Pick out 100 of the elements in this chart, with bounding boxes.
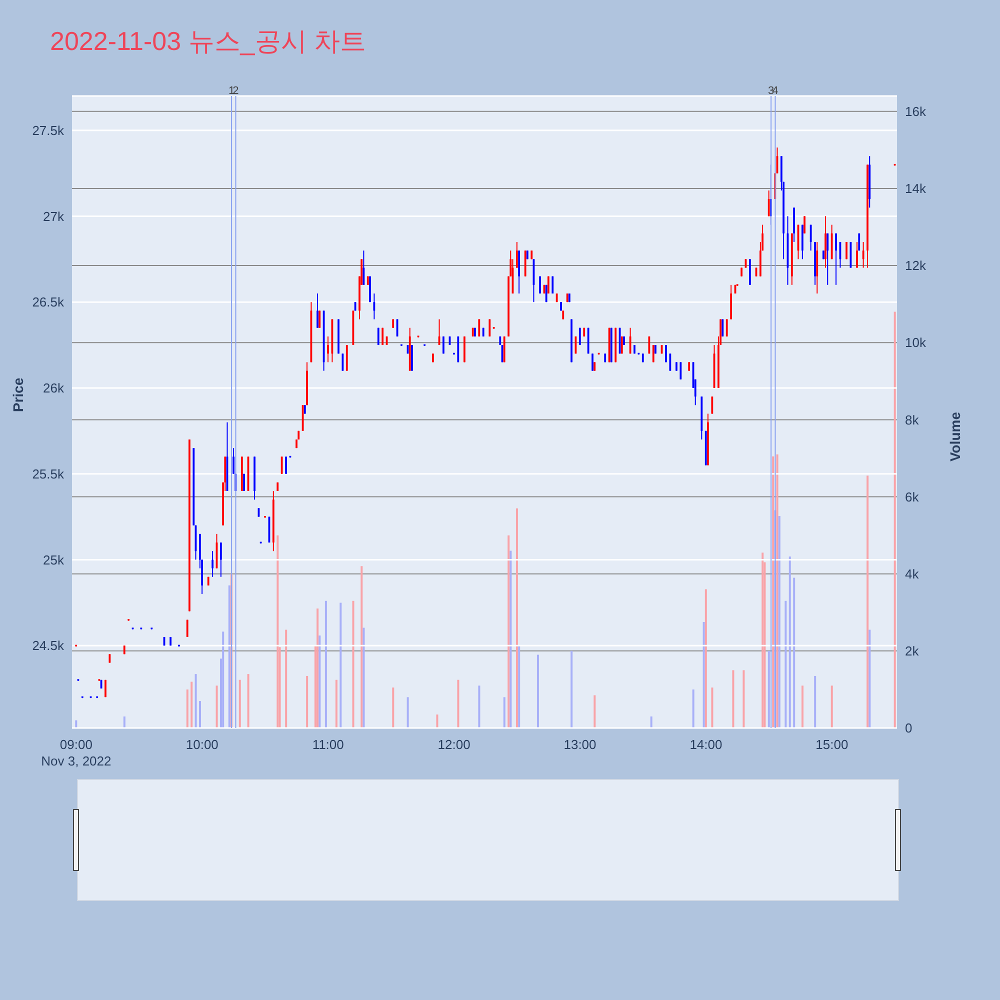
candlestick <box>722 318 724 337</box>
y-tick-label: 26.5k <box>32 294 64 310</box>
bar <box>742 670 745 728</box>
bar <box>276 535 279 728</box>
bar <box>536 654 539 728</box>
bar <box>340 602 342 728</box>
bar <box>801 686 804 728</box>
bar <box>335 680 338 728</box>
bar <box>503 697 506 728</box>
bar <box>285 630 288 728</box>
candlestick <box>804 216 806 234</box>
bar <box>457 680 460 728</box>
x-tick-label: 09:00 Nov 3, 2022 <box>41 737 112 768</box>
candlestick <box>220 542 222 578</box>
candlestick <box>669 353 672 372</box>
candlestick <box>280 456 283 474</box>
bar <box>516 508 518 728</box>
bar <box>772 456 774 728</box>
y2-tick-label: 12k <box>905 258 926 274</box>
candlestick <box>316 293 318 328</box>
candlestick <box>726 318 728 337</box>
ref-line-label: 4 <box>772 85 778 97</box>
candlestick <box>856 241 858 268</box>
x-tick-label: 11:00 <box>312 737 344 752</box>
y-tick-label: 24.5k <box>32 638 64 654</box>
bar <box>762 552 764 728</box>
bar <box>594 695 596 728</box>
bar <box>508 535 510 728</box>
bar <box>238 680 241 728</box>
candlestick <box>810 224 812 252</box>
bar <box>650 716 652 728</box>
candlestick <box>186 619 188 638</box>
candlestick <box>488 318 491 337</box>
candlestick <box>826 232 829 286</box>
x-tick-label: 12:00 <box>438 737 470 752</box>
y2-tick-label: 6k <box>905 489 920 504</box>
bar <box>247 674 250 728</box>
bar <box>228 585 230 728</box>
y2-tick-label: 2k <box>905 644 920 659</box>
bar <box>518 645 520 728</box>
candlestick <box>680 362 682 380</box>
bar <box>894 312 896 728</box>
bar <box>776 454 778 728</box>
candlestick <box>652 344 654 363</box>
candlestick <box>862 241 864 268</box>
bar <box>306 676 308 728</box>
bar <box>784 600 787 728</box>
candlestick <box>478 318 480 337</box>
bar <box>768 650 770 728</box>
bar <box>692 689 694 728</box>
bar <box>190 682 193 728</box>
bar <box>732 670 734 728</box>
y2-tick-label: 14k <box>905 181 926 196</box>
bar <box>868 630 871 728</box>
x-tick-label: 10:00 <box>186 737 218 752</box>
candlestick <box>665 344 667 363</box>
bar <box>123 716 126 728</box>
candlestick <box>835 232 837 286</box>
bar <box>406 697 409 728</box>
y2-tick-label: 16k <box>905 104 926 120</box>
bar <box>478 686 480 728</box>
bar <box>199 701 202 728</box>
bar <box>392 688 394 728</box>
y2-axis-title: Volume <box>946 412 963 462</box>
candlestick <box>327 336 329 363</box>
bar <box>830 686 833 728</box>
candlestick <box>373 293 376 320</box>
x-tick-label: 13:00 <box>564 737 596 752</box>
bar <box>704 589 707 728</box>
candlestick <box>711 396 714 414</box>
bar <box>570 650 573 728</box>
bar <box>788 556 791 728</box>
bar <box>510 550 512 728</box>
y-tick-label: 25.5k <box>32 466 64 482</box>
y2-tick-label: 10k <box>905 335 926 350</box>
bar <box>216 686 218 728</box>
y2-tick-label: 4k <box>905 566 920 582</box>
bar <box>436 714 438 728</box>
chart-title: 2022-11-03 뉴스_공시 차트 <box>50 25 366 58</box>
x-tick-label: 14:00 <box>690 737 722 752</box>
bar <box>75 720 78 728</box>
bar <box>702 622 705 728</box>
candlestick <box>362 250 365 286</box>
bar <box>360 566 363 728</box>
candlestick <box>212 550 214 578</box>
candlestick <box>768 190 770 217</box>
candlestick <box>516 241 518 268</box>
bar <box>814 676 816 728</box>
bar <box>194 674 197 728</box>
bar <box>222 632 224 728</box>
x-tick-label: 15:00 <box>816 737 848 752</box>
ref-line-label: 2 <box>232 85 239 97</box>
bar <box>324 600 327 728</box>
bar <box>866 476 869 728</box>
bar <box>352 600 354 728</box>
y-tick-label: 26k <box>43 380 64 396</box>
bar <box>316 608 319 728</box>
bar <box>711 688 714 728</box>
ref-line-label: 3 <box>768 85 774 97</box>
bar <box>362 628 365 728</box>
